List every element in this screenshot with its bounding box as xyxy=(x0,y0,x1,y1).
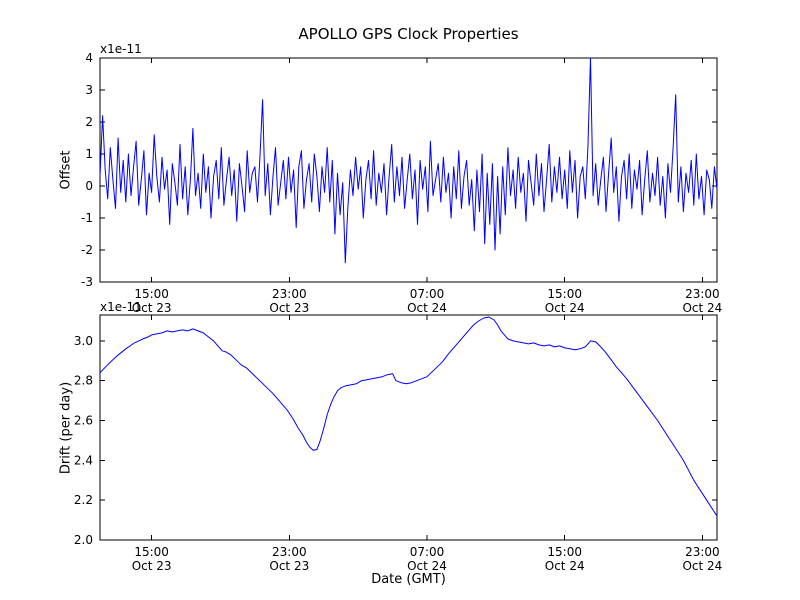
y-tick-label: 3.0 xyxy=(74,334,93,348)
x-tick-date-label: Oct 23 xyxy=(132,559,172,573)
x-tick-date-label: Oct 24 xyxy=(682,559,722,573)
x-tick-date-label: Oct 24 xyxy=(682,301,722,315)
y-tick-label: -2 xyxy=(81,243,93,257)
y-tick-label: 0 xyxy=(85,179,93,193)
x-tick-date-label: Oct 24 xyxy=(407,559,447,573)
y-tick-label: 4 xyxy=(85,51,93,65)
y-tick-label: 2.8 xyxy=(74,374,93,388)
x-tick-date-label: Oct 23 xyxy=(269,559,309,573)
x-tick-date-label: Oct 23 xyxy=(269,301,309,315)
x-tick-time-label: 15:00 xyxy=(547,287,582,301)
y-tick-label: 3 xyxy=(85,83,93,97)
x-tick-date-label: Oct 23 xyxy=(132,301,172,315)
y-tick-label: -1 xyxy=(81,211,93,225)
x-tick-date-label: Oct 24 xyxy=(407,301,447,315)
y-tick-label: 2 xyxy=(85,115,93,129)
x-tick-date-label: Oct 24 xyxy=(545,559,585,573)
x-tick-time-label: 23:00 xyxy=(685,287,720,301)
y-tick-label: 2.2 xyxy=(74,493,93,507)
x-tick-time-label: 23:00 xyxy=(272,545,307,559)
y-tick-label: 2.0 xyxy=(74,533,93,547)
offset-multiplier-bottom: x1e-11 xyxy=(100,300,142,314)
offset-subplot-line xyxy=(99,57,718,264)
drift-subplot-line xyxy=(99,316,718,517)
x-tick-time-label: 15:00 xyxy=(134,545,169,559)
y-tick-label: 2.6 xyxy=(74,414,93,428)
y-tick-label: 2.4 xyxy=(74,453,93,467)
x-tick-time-label: 23:00 xyxy=(685,545,720,559)
x-tick-time-label: 15:00 xyxy=(547,545,582,559)
chart-title: APOLLO GPS Clock Properties xyxy=(298,25,519,43)
x-tick-time-label: 07:00 xyxy=(410,545,445,559)
x-tick-date-label: Oct 24 xyxy=(545,301,585,315)
y-axis-label-drift: Drift (per day) xyxy=(58,381,74,475)
y-tick-label: -3 xyxy=(81,275,93,289)
y-axis-label-offset: Offset xyxy=(58,150,74,190)
x-tick-time-label: 15:00 xyxy=(134,287,169,301)
x-tick-time-label: 23:00 xyxy=(272,287,307,301)
x-tick-time-label: 07:00 xyxy=(410,287,445,301)
axes-frame xyxy=(99,314,718,541)
x-axis-label: Date (GMT) xyxy=(371,572,446,587)
y-tick-label: 1 xyxy=(85,147,93,161)
offset-multiplier-top: x1e-11 xyxy=(100,42,142,56)
